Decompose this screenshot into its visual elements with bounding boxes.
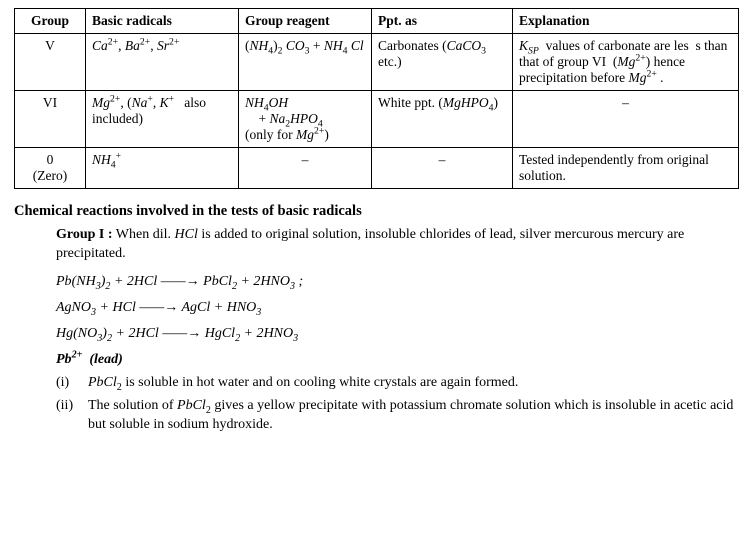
table-row: 0(Zero)NH4+––Tested independently from o… bbox=[15, 148, 739, 189]
radicals-table: Group Basic radicals Group reagent Ppt. … bbox=[14, 8, 739, 189]
cell-explanation: – bbox=[513, 91, 739, 148]
pb-list: (i)PbCl2 is soluble in hot water and on … bbox=[14, 374, 739, 435]
list-item: (i)PbCl2 is soluble in hot water and on … bbox=[56, 374, 739, 393]
table-row: VIMg2+, (Na+, K+ also included)NH4OH + N… bbox=[15, 91, 739, 148]
cell-explanation: Tested independently from original solut… bbox=[513, 148, 739, 189]
col-group-header: Group bbox=[15, 9, 86, 34]
cell-radicals: Mg2+, (Na+, K+ also included) bbox=[86, 91, 239, 148]
list-item-text: The solution of PbCl2 gives a yellow pre… bbox=[88, 397, 739, 435]
cell-reagent: NH4OH + Na2HPO4(only for Mg2+) bbox=[239, 91, 372, 148]
col-ppt-header: Ppt. as bbox=[372, 9, 513, 34]
cell-ppt: – bbox=[372, 148, 513, 189]
list-item: (ii)The solution of PbCl2 gives a yellow… bbox=[56, 397, 739, 435]
cell-group: V bbox=[15, 34, 86, 91]
cell-ppt: White ppt. (MgHPO4) bbox=[372, 91, 513, 148]
pb-subheading: Pb2+ (lead) bbox=[56, 352, 739, 368]
equation-2: AgNO3 + HCl ——→ AgCl + HNO3 bbox=[56, 300, 739, 316]
list-item-number: (ii) bbox=[56, 397, 88, 435]
table-row: VCa2+, Ba2+, Sr2+(NH4)2 CO3 + NH4 ClCarb… bbox=[15, 34, 739, 91]
cell-explanation: KSP values of carbonate are les s than t… bbox=[513, 34, 739, 91]
cell-reagent: – bbox=[239, 148, 372, 189]
section-heading: Chemical reactions involved in the tests… bbox=[14, 203, 739, 220]
group1-intro-text: When dil. HCl is added to original solut… bbox=[56, 227, 684, 261]
cell-reagent: (NH4)2 CO3 + NH4 Cl bbox=[239, 34, 372, 91]
col-radicals-header: Basic radicals bbox=[86, 9, 239, 34]
table-body: VCa2+, Ba2+, Sr2+(NH4)2 CO3 + NH4 ClCarb… bbox=[15, 34, 739, 189]
cell-radicals: Ca2+, Ba2+, Sr2+ bbox=[86, 34, 239, 91]
equation-3: Hg(NO3)2 + 2HCl ——→ HgCl2 + 2HNO3 bbox=[56, 326, 739, 342]
col-reagent-header: Group reagent bbox=[239, 9, 372, 34]
group1-intro: Group I : When dil. HCl is added to orig… bbox=[56, 226, 739, 264]
table-header-row: Group Basic radicals Group reagent Ppt. … bbox=[15, 9, 739, 34]
cell-group: 0(Zero) bbox=[15, 148, 86, 189]
col-expl-header: Explanation bbox=[513, 9, 739, 34]
group1-lead: Group I : bbox=[56, 227, 113, 242]
cell-ppt: Carbonates (CaCO3 etc.) bbox=[372, 34, 513, 91]
cell-group: VI bbox=[15, 91, 86, 148]
equation-1: Pb(NH3)2 + 2HCl ——→ PbCl2 + 2HNO3 ; bbox=[56, 274, 739, 290]
cell-radicals: NH4+ bbox=[86, 148, 239, 189]
list-item-number: (i) bbox=[56, 374, 88, 393]
list-item-text: PbCl2 is soluble in hot water and on coo… bbox=[88, 374, 739, 393]
